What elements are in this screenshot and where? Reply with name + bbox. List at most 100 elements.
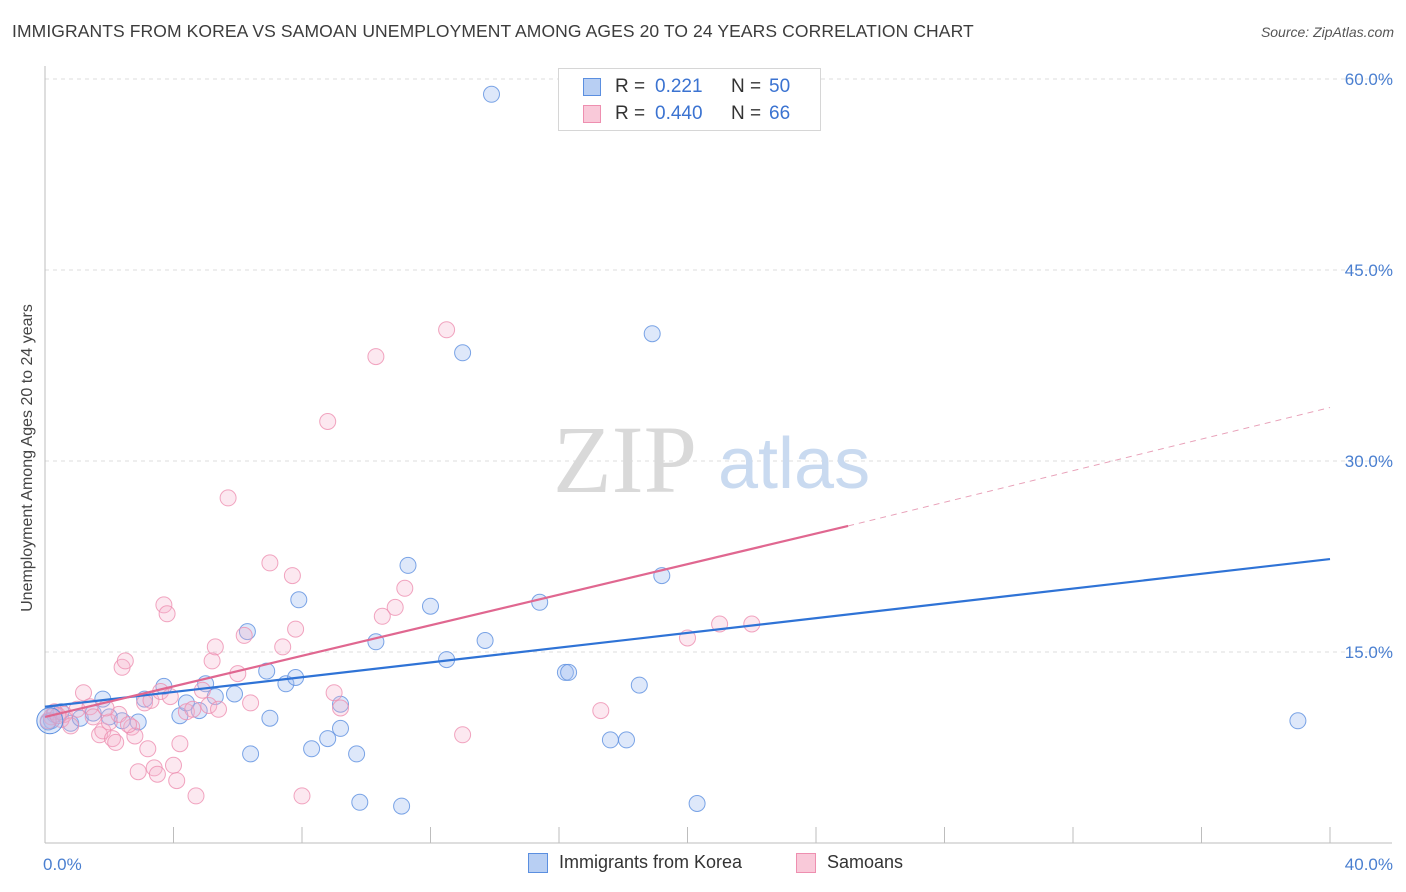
y-tick-label: 45.0% bbox=[1345, 261, 1393, 280]
samoan-point bbox=[171, 735, 189, 753]
korea-point bbox=[226, 685, 243, 703]
legend-r-label: R = bbox=[615, 103, 646, 124]
korea-point bbox=[688, 795, 706, 812]
samoan-point bbox=[200, 697, 218, 714]
korea-point bbox=[601, 731, 619, 749]
samoan-point bbox=[396, 579, 414, 597]
samoan-point bbox=[438, 321, 456, 339]
korea-point bbox=[483, 85, 500, 103]
legend-r-value: 0.440 bbox=[655, 103, 703, 124]
samoan-point bbox=[107, 733, 125, 751]
legend-row-samoans: R = 0.440 N = 66 bbox=[583, 102, 790, 126]
korea-point bbox=[242, 745, 260, 763]
y-tick-label: 60.0% bbox=[1345, 70, 1393, 89]
samoan-point bbox=[325, 684, 343, 702]
samoan-point bbox=[84, 708, 102, 726]
samoan-point bbox=[39, 712, 57, 730]
legend-r-label: R = bbox=[615, 76, 646, 97]
data-points bbox=[36, 85, 1307, 815]
korea-point bbox=[399, 556, 417, 574]
samoan-trend-line bbox=[44, 524, 849, 719]
x-tick-labels: 0.0% 40.0% bbox=[43, 855, 1393, 874]
series-label-samoans: Samoans bbox=[827, 852, 904, 872]
samoan-point bbox=[454, 726, 472, 744]
legend-n-value: 66 bbox=[769, 103, 791, 124]
samoan-point bbox=[592, 702, 610, 720]
legend-row-korea: R = 0.221 N = 50 bbox=[583, 75, 790, 99]
samoan-point bbox=[139, 740, 157, 758]
samoan-point bbox=[373, 607, 391, 625]
samoan-point bbox=[203, 652, 221, 670]
korea-point bbox=[319, 730, 337, 748]
samoan-point bbox=[242, 694, 260, 712]
legend-n-value: 50 bbox=[769, 76, 791, 97]
korea-point bbox=[630, 676, 648, 694]
samoan-trend-extension bbox=[848, 407, 1331, 527]
samoan-point bbox=[261, 554, 279, 572]
samoan-point bbox=[75, 684, 92, 702]
korea-point-large bbox=[36, 707, 64, 735]
korea-point bbox=[393, 797, 411, 815]
samoan-point bbox=[206, 638, 224, 656]
samoan-point bbox=[165, 756, 182, 774]
x-tick-label: 40.0% bbox=[1345, 855, 1393, 874]
samoan-point bbox=[184, 700, 202, 718]
korea-point bbox=[290, 591, 308, 609]
samoan-point bbox=[158, 605, 176, 623]
gridlines bbox=[45, 78, 1392, 653]
samoan-point bbox=[319, 413, 337, 430]
samoan-point bbox=[155, 596, 173, 614]
korea-point bbox=[1289, 712, 1307, 730]
y-tick-labels: 15.0% 30.0% 45.0% 60.0% bbox=[1345, 70, 1393, 662]
samoan-point bbox=[120, 716, 137, 734]
y-tick-label: 15.0% bbox=[1345, 643, 1393, 662]
legend-r-value: 0.221 bbox=[655, 76, 703, 97]
samoan-point bbox=[332, 699, 349, 717]
trend-lines bbox=[44, 407, 1331, 719]
x-tick-label: 0.0% bbox=[43, 855, 82, 874]
samoan-point bbox=[187, 787, 205, 805]
watermark: ZIP atlas bbox=[553, 406, 870, 513]
korea-point bbox=[261, 709, 279, 727]
samoan-point bbox=[210, 700, 227, 718]
chart-title: IMMIGRANTS FROM KOREA VS SAMOAN UNEMPLOY… bbox=[12, 21, 974, 41]
samoan-point bbox=[62, 717, 80, 735]
korea-point bbox=[348, 745, 366, 763]
watermark-atlas: atlas bbox=[718, 424, 870, 504]
series-label-korea: Immigrants from Korea bbox=[559, 852, 743, 872]
legend-n-label: N = bbox=[731, 76, 762, 97]
samoan-point bbox=[168, 772, 186, 790]
samoan-point bbox=[123, 718, 141, 736]
watermark-zip: ZIP bbox=[553, 406, 697, 513]
samoan-point bbox=[219, 489, 237, 507]
korea-point bbox=[332, 719, 349, 737]
samoan-point bbox=[148, 765, 166, 783]
legend-swatch-korea bbox=[583, 78, 601, 96]
samoan-point bbox=[283, 567, 301, 585]
series-legend-samoans: Samoans bbox=[796, 852, 903, 873]
source-label: Source: ZipAtlas.com bbox=[1260, 24, 1394, 40]
korea-point bbox=[177, 694, 195, 712]
korea-point bbox=[476, 632, 494, 649]
series-swatch-samoans bbox=[796, 852, 816, 873]
legend-n-label: N = bbox=[731, 103, 762, 124]
korea-point bbox=[190, 702, 208, 720]
samoan-point bbox=[367, 348, 385, 366]
samoan-point bbox=[235, 626, 253, 644]
legend-swatch-samoans bbox=[583, 105, 601, 123]
korea-point bbox=[531, 593, 549, 611]
samoan-point bbox=[386, 598, 404, 616]
korea-trend-line bbox=[44, 557, 1331, 708]
samoan-point bbox=[229, 665, 247, 683]
samoan-point bbox=[274, 638, 292, 656]
korea-point bbox=[351, 793, 369, 811]
korea-point bbox=[303, 740, 321, 758]
samoan-point bbox=[129, 763, 147, 781]
y-tick-label: 30.0% bbox=[1345, 452, 1393, 471]
korea-point bbox=[618, 731, 635, 749]
series-swatch-korea bbox=[528, 852, 548, 873]
samoan-point bbox=[116, 652, 134, 670]
korea-point bbox=[560, 663, 578, 681]
series-legend-korea: Immigrants from Korea bbox=[528, 852, 742, 873]
